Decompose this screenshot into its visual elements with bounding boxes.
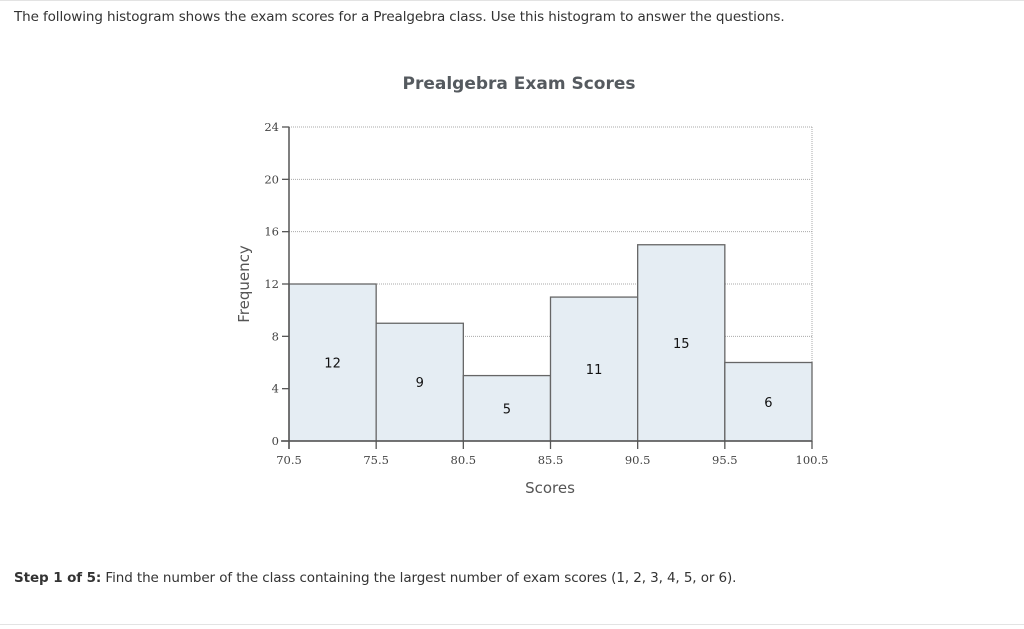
histogram-bar [549, 296, 639, 442]
histogram-bar [637, 244, 726, 442]
histogram-bar [462, 374, 552, 442]
x-tick-label: 100.5 [796, 453, 829, 467]
x-axis-title: Scores [525, 479, 575, 497]
x-tick-label: 90.5 [625, 453, 651, 467]
question-text: Find the number of the class containing … [101, 570, 737, 586]
y-tick-label: 0 [272, 434, 279, 448]
histogram-bar [288, 283, 377, 442]
x-tick-label: 85.5 [538, 453, 564, 467]
y-tick-label: 16 [264, 225, 279, 239]
bar-value-label: 15 [673, 337, 690, 352]
y-tick-label: 8 [272, 329, 279, 343]
step-label: Step 1 of 5: [14, 570, 102, 586]
bar-value-label: 11 [586, 363, 603, 378]
question-step: Step 1 of 5: Find the number of the clas… [14, 570, 736, 586]
bar-value-label: 5 [503, 402, 511, 417]
axes: 0 4 8 12 16 20 24 70.5 75.5 80.5 85.5 90.5 95.5 100.5 [264, 120, 828, 467]
x-tick-label: 70.5 [276, 453, 302, 467]
intro-text: The following histogram shows the exam s… [14, 9, 785, 25]
y-tick-label: 12 [264, 277, 279, 291]
gridlines [289, 126, 813, 441]
chart-title: Prealgebra Exam Scores [402, 74, 635, 94]
bottom-divider [0, 624, 1024, 625]
bar-value-label: 9 [416, 376, 424, 391]
histogram-bar [724, 361, 813, 442]
top-divider [0, 0, 1024, 1]
x-tick-label: 80.5 [451, 453, 477, 467]
histogram-bars: 12 9 5 11 15 6 [288, 244, 813, 442]
y-axis-title: Frequency [235, 245, 253, 323]
y-tick-label: 20 [264, 172, 279, 186]
bar-value-label: 12 [324, 357, 341, 372]
histogram-chart: Prealgebra Exam Scores 12 9 5 11 15 6 0 4 8 12 16… [235, 74, 828, 497]
x-tick-label: 95.5 [712, 453, 738, 467]
y-tick-label: 4 [272, 382, 279, 396]
x-tick-label: 75.5 [363, 453, 389, 467]
y-tick-label: 24 [264, 120, 279, 134]
bar-value-label: 6 [764, 396, 772, 411]
